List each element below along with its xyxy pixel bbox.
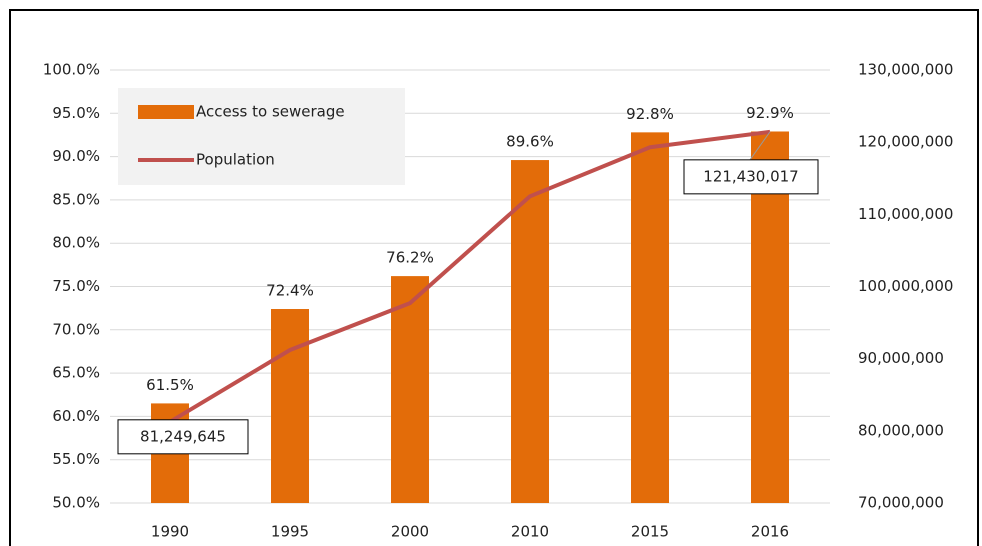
data-label: 81,249,645 <box>140 427 226 445</box>
chart-border <box>9 9 979 546</box>
x-tick-label: 2016 <box>751 523 789 541</box>
y2-tick-label: 110,000,000 <box>858 205 953 223</box>
legend-label: Population <box>196 151 275 169</box>
y-tick-label: 90.0% <box>52 147 100 165</box>
data-label: 121,430,017 <box>703 167 798 185</box>
y2-tick-label: 80,000,000 <box>858 421 944 439</box>
data-label: 89.6% <box>506 133 554 151</box>
x-tick-label: 1990 <box>151 523 189 541</box>
y-tick-label: 70.0% <box>52 320 100 338</box>
y2-tick-label: 130,000,000 <box>858 61 953 79</box>
y-tick-label: 85.0% <box>52 190 100 208</box>
y-tick-label: 65.0% <box>52 364 100 382</box>
y-tick-label: 55.0% <box>52 450 100 468</box>
leader-line <box>749 131 771 161</box>
y2-tick-label: 90,000,000 <box>858 349 944 367</box>
bar <box>631 132 669 504</box>
data-label: 72.4% <box>266 282 314 300</box>
y-tick-label: 50.0% <box>52 494 100 512</box>
y-tick-label: 80.0% <box>52 234 100 252</box>
data-label: 61.5% <box>146 376 194 394</box>
x-tick-label: 2000 <box>391 523 429 541</box>
bar <box>511 160 549 503</box>
data-label: 92.8% <box>626 105 674 123</box>
legend-swatch <box>138 105 194 119</box>
x-tick-label: 2015 <box>631 523 669 541</box>
legend-box <box>118 88 405 185</box>
y2-tick-label: 70,000,000 <box>858 494 944 512</box>
x-tick-label: 1995 <box>271 523 309 541</box>
data-label-box <box>683 159 819 195</box>
y-tick-label: 60.0% <box>52 407 100 425</box>
bar <box>391 276 429 503</box>
y2-tick-label: 100,000,000 <box>858 277 953 295</box>
y-tick-label: 75.0% <box>52 277 100 295</box>
x-tick-label: 2010 <box>511 523 549 541</box>
data-label: 92.9% <box>746 104 794 122</box>
y-tick-label: 95.0% <box>52 104 100 122</box>
bar <box>271 309 309 503</box>
y-tick-label: 100.0% <box>43 61 100 79</box>
y2-tick-label: 120,000,000 <box>858 133 953 151</box>
data-label: 76.2% <box>386 249 434 267</box>
data-label-box <box>117 419 249 455</box>
legend-label: Access to sewerage <box>196 103 345 121</box>
line <box>168 129 771 424</box>
